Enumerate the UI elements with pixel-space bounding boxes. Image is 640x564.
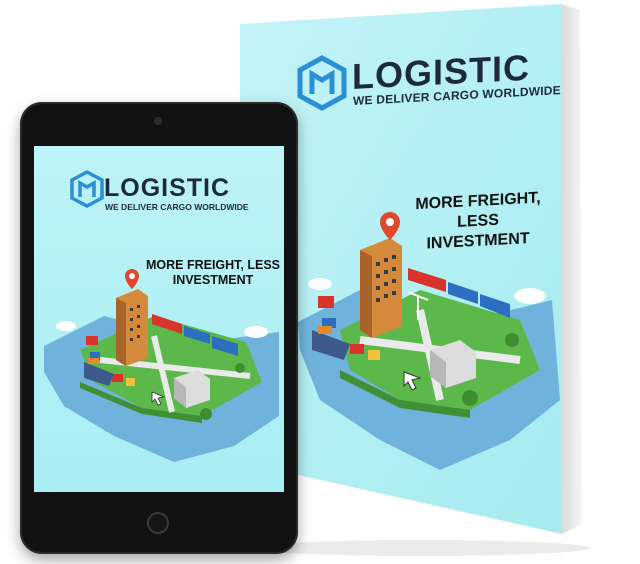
tablet-headline-line1: MORE FREIGHT, LESS [145, 258, 281, 272]
logo-hexagon-icon [297, 55, 347, 111]
tablet-home-button [147, 512, 169, 534]
cursor-arrow-icon [151, 391, 166, 406]
tablet-cover-art [44, 170, 279, 462]
tablet-camera [154, 117, 162, 125]
tablet-brand-tagline: WE DELIVER CARGO WORLDWIDE [105, 202, 249, 212]
book-shadow [250, 540, 590, 556]
cursor-arrow-icon [403, 371, 422, 391]
tablet-brand-title: LOGISTIC [104, 174, 231, 202]
tablet-island-illustration [44, 269, 279, 462]
book-island-illustration [298, 212, 560, 470]
tablet-screen: LOGISTIC WE DELIVER CARGO WORLDWIDE MORE… [34, 146, 284, 492]
tablet-device: LOGISTIC WE DELIVER CARGO WORLDWIDE MORE… [20, 102, 298, 554]
map-pin-icon [125, 269, 139, 289]
logo-hexagon-icon [70, 170, 104, 208]
book-headline: MORE FREIGHT, LESS INVESTMENT [398, 188, 558, 256]
book-page-edges [560, 4, 582, 534]
map-pin-icon [380, 212, 400, 240]
tablet-headline: MORE FREIGHT, LESS INVESTMENT [138, 258, 284, 288]
tablet-headline-line2: INVESTMENT [172, 273, 254, 287]
